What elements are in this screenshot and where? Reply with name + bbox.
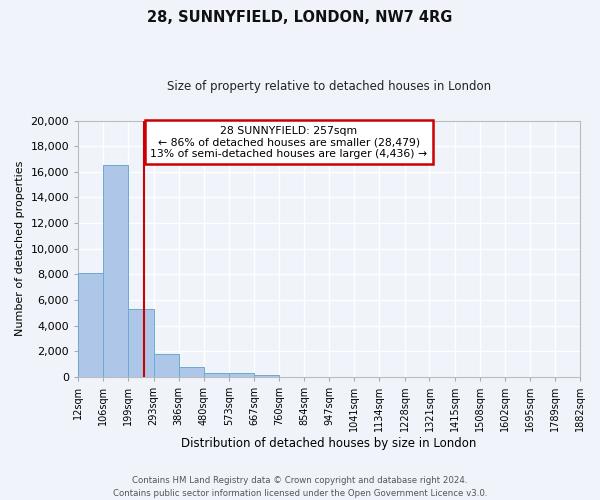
Y-axis label: Number of detached properties: Number of detached properties <box>15 161 25 336</box>
Text: Contains HM Land Registry data © Crown copyright and database right 2024.
Contai: Contains HM Land Registry data © Crown c… <box>113 476 487 498</box>
Bar <box>229 373 254 377</box>
Title: Size of property relative to detached houses in London: Size of property relative to detached ho… <box>167 80 491 93</box>
Bar <box>154 354 179 377</box>
Text: 28 SUNNYFIELD: 257sqm
← 86% of detached houses are smaller (28,479)
13% of semi-: 28 SUNNYFIELD: 257sqm ← 86% of detached … <box>151 126 428 159</box>
Bar <box>254 375 279 377</box>
Bar <box>103 166 128 377</box>
Bar <box>78 273 103 377</box>
Bar <box>128 309 154 377</box>
Bar <box>179 368 204 377</box>
Bar <box>204 373 229 377</box>
Text: 28, SUNNYFIELD, LONDON, NW7 4RG: 28, SUNNYFIELD, LONDON, NW7 4RG <box>148 10 452 25</box>
X-axis label: Distribution of detached houses by size in London: Distribution of detached houses by size … <box>181 437 477 450</box>
